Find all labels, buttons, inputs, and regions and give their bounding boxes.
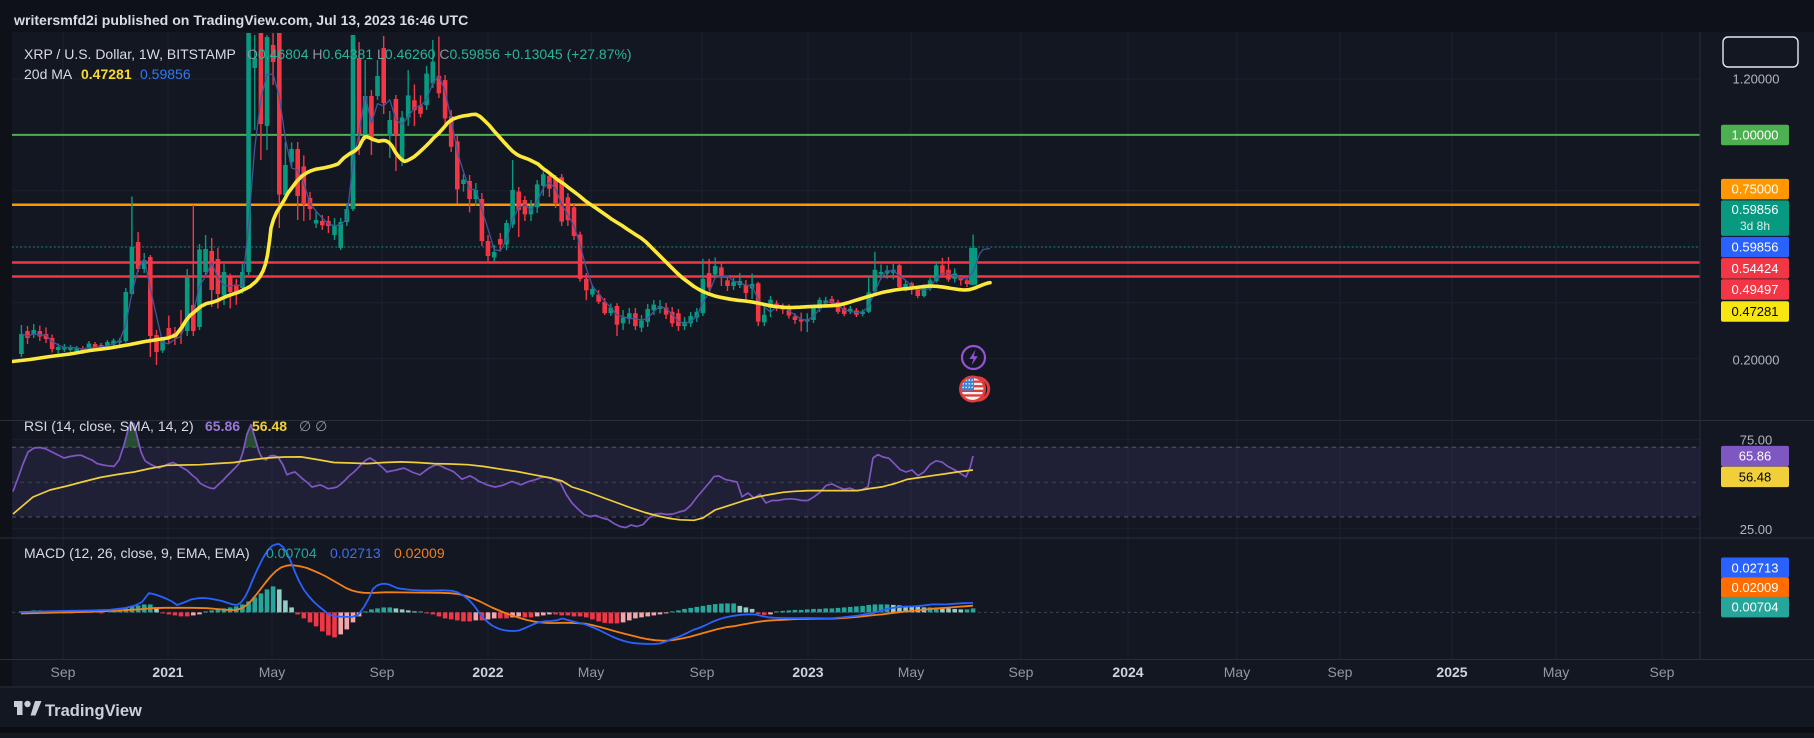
svg-text:65.86: 65.86 xyxy=(205,418,240,434)
svg-text:∅ ∅: ∅ ∅ xyxy=(299,418,327,434)
svg-text:0.20000: 0.20000 xyxy=(1733,353,1780,368)
svg-text:0.54424: 0.54424 xyxy=(1732,261,1779,276)
svg-text:0.47281: 0.47281 xyxy=(1732,304,1779,319)
svg-text:75.00: 75.00 xyxy=(1740,433,1773,448)
svg-text:Sep: Sep xyxy=(690,664,715,680)
svg-text:2022: 2022 xyxy=(472,664,503,680)
svg-text:RSI (14, close, SMA, 14, 2): RSI (14, close, SMA, 14, 2) xyxy=(24,418,194,434)
svg-text:2023: 2023 xyxy=(792,664,823,680)
svg-text:56.48: 56.48 xyxy=(1739,469,1772,484)
svg-text:0.02009: 0.02009 xyxy=(1732,580,1779,595)
svg-text:2024: 2024 xyxy=(1112,664,1143,680)
svg-text:TradingView: TradingView xyxy=(45,702,142,720)
svg-text:0.49497: 0.49497 xyxy=(1732,282,1779,297)
svg-text:0.02713: 0.02713 xyxy=(1732,560,1779,575)
svg-text:0.59856: 0.59856 xyxy=(1732,240,1779,255)
svg-text:0.02713: 0.02713 xyxy=(330,545,381,561)
svg-text:2021: 2021 xyxy=(152,664,183,680)
svg-text:25.00: 25.00 xyxy=(1740,522,1773,537)
svg-text:Sep: Sep xyxy=(51,664,76,680)
svg-text:May: May xyxy=(259,664,285,680)
svg-text:65.86: 65.86 xyxy=(1739,449,1772,464)
svg-text:0.02009: 0.02009 xyxy=(394,545,445,561)
svg-text:May: May xyxy=(898,664,924,680)
svg-text:0.00704: 0.00704 xyxy=(266,545,317,561)
svg-text:May: May xyxy=(1224,664,1250,680)
svg-text:May: May xyxy=(1543,664,1569,680)
svg-text:May: May xyxy=(578,664,604,680)
svg-text:0.59856: 0.59856 xyxy=(140,66,191,82)
svg-text:56.48: 56.48 xyxy=(252,418,287,434)
svg-text:0.75000: 0.75000 xyxy=(1732,182,1779,197)
svg-text:Sep: Sep xyxy=(370,664,395,680)
svg-text:0.47281: 0.47281 xyxy=(81,66,132,82)
svg-text:3d 8h: 3d 8h xyxy=(1740,219,1770,233)
svg-text:Sep: Sep xyxy=(1650,664,1675,680)
svg-text:XRP / U.S. Dollar, 1W, BITSTAM: XRP / U.S. Dollar, 1W, BITSTAMP xyxy=(24,46,236,62)
svg-text:MACD (12, 26, close, 9, EMA, E: MACD (12, 26, close, 9, EMA, EMA) xyxy=(24,545,250,561)
svg-text:Sep: Sep xyxy=(1328,664,1353,680)
svg-text:0.00704: 0.00704 xyxy=(1732,600,1779,615)
svg-text:writersmfd2i published on Trad: writersmfd2i published on TradingView.co… xyxy=(13,12,468,28)
svg-text:Sep: Sep xyxy=(1009,664,1034,680)
svg-text:0.59856: 0.59856 xyxy=(1732,202,1779,217)
svg-text:O0.46804 H0.64381 L0.46260 C0.: O0.46804 H0.64381 L0.46260 C0.59856 +0.1… xyxy=(247,46,632,62)
svg-text:2025: 2025 xyxy=(1436,664,1467,680)
svg-text:1.20000: 1.20000 xyxy=(1733,72,1780,87)
svg-text:20d MA: 20d MA xyxy=(24,66,73,82)
svg-text:1.00000: 1.00000 xyxy=(1732,127,1779,142)
